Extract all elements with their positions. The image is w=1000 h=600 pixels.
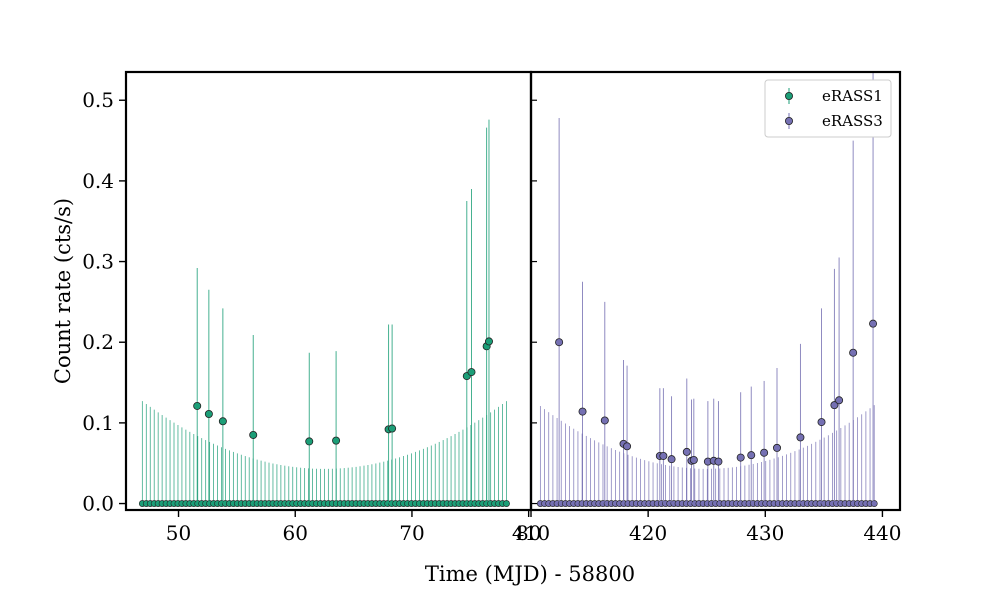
data-point-erass1 — [467, 368, 476, 377]
data-point-erass1 — [249, 430, 258, 439]
x-tick-label-erass1: 70 — [399, 521, 424, 545]
data-point-erass3 — [689, 455, 698, 464]
point-erass1 — [503, 500, 510, 507]
zero-count-points-erass3 — [536, 500, 878, 507]
x-tick-label-erass3: 430 — [746, 521, 784, 545]
data-point-erass3 — [736, 453, 745, 462]
data-point-erass1 — [484, 337, 493, 346]
zero-count-points-erass1 — [138, 500, 510, 507]
data-point-erass1 — [332, 436, 341, 445]
data-point-erass1 — [388, 424, 397, 433]
data-point-erass3 — [714, 457, 723, 466]
data-point-erass3 — [760, 448, 769, 457]
legend-label-erass1: eRASS1 — [822, 87, 883, 105]
data-point-erass3 — [835, 396, 844, 405]
data-point-erass3 — [555, 338, 564, 347]
y-tick-label: 0.2 — [82, 330, 114, 354]
detections-erass1 — [193, 119, 493, 504]
data-point-erass3 — [817, 418, 826, 427]
data-point-erass1 — [218, 417, 227, 426]
data-point-erass3 — [773, 443, 782, 452]
panel-erass1: 50 60 70 80 0.0 0.1 0.2 0.3 0.4 0.5 — [82, 70, 541, 545]
x-tick-label-erass1: 80 — [516, 521, 541, 545]
legend: eRASS1 eRASS3 — [764, 79, 892, 138]
legend-frame — [764, 79, 892, 138]
y-tick-label: 0.0 — [82, 492, 114, 516]
legend-entry-erass1: eRASS1 — [785, 87, 883, 105]
y-tick-label: 0.4 — [82, 169, 114, 193]
data-point-erass1 — [204, 410, 213, 419]
data-point-erass3 — [682, 447, 691, 456]
y-tick-label: 0.5 — [82, 88, 114, 112]
y-axis-label: Count rate (cts/s) — [51, 198, 75, 384]
plot-frame-erass3 — [529, 70, 902, 512]
data-point-erass1 — [193, 401, 202, 410]
data-point-erass3 — [600, 416, 609, 425]
data-point-erass3 — [869, 319, 878, 328]
x-tick-label-erass1: 60 — [283, 521, 308, 545]
legend-entry-erass3: eRASS3 — [785, 112, 883, 130]
data-point-erass3 — [667, 455, 676, 464]
y-tick-label: 0.3 — [82, 250, 114, 274]
data-point-erass3 — [849, 348, 858, 357]
data-point-erass3 — [659, 451, 668, 460]
legend-marker-erass1 — [785, 92, 794, 101]
legend-marker-erass3 — [785, 117, 794, 126]
data-point-erass3 — [747, 451, 756, 460]
data-point-erass3 — [796, 433, 805, 442]
data-point-erass3 — [830, 401, 839, 410]
x-tick-label-erass3: 420 — [629, 521, 667, 545]
upper-limit-errorbars-erass1 — [141, 401, 507, 504]
y-tick-label: 0.1 — [82, 411, 114, 435]
detections-erass3 — [555, 72, 878, 504]
point-erass3 — [870, 500, 878, 507]
panel-erass3: 410 420 430 440 — [512, 70, 902, 545]
data-point-erass3 — [578, 407, 587, 416]
plot-frame-erass1 — [124, 70, 533, 512]
x-tick-label-erass1: 50 — [166, 521, 191, 545]
x-axis-label: Time (MJD) - 58800 — [425, 562, 635, 586]
x-tick-label-erass3: 440 — [863, 521, 901, 545]
data-point-erass3 — [623, 442, 632, 451]
legend-label-erass3: eRASS3 — [822, 112, 883, 130]
data-point-erass1 — [305, 437, 314, 446]
x-tick-label-erass3: 410 — [512, 521, 550, 545]
